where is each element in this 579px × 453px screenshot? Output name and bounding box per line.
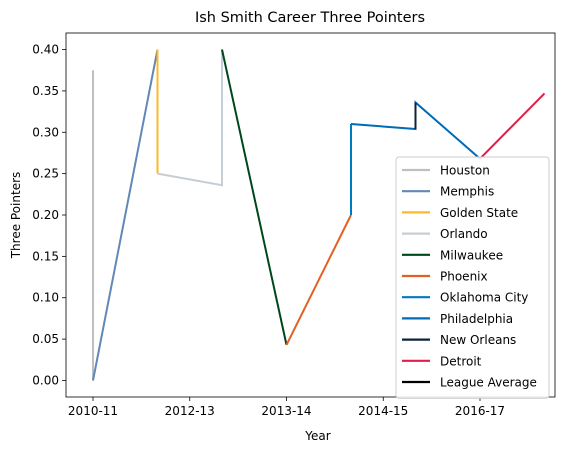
y-axis: 0.00 0.05 0.10 0.15 0.20 0.25 0.30 0.35 0.40 bbox=[32, 43, 66, 387]
series-line-3 bbox=[157, 49, 223, 187]
legend-label: Oklahoma City bbox=[440, 291, 528, 305]
legend-label: Memphis bbox=[440, 185, 494, 199]
y-tick-label: 0.35 bbox=[32, 84, 59, 98]
x-tick-label: 2012-13 bbox=[165, 404, 215, 418]
y-tick-label: 0.15 bbox=[32, 249, 59, 263]
x-tick-label: 2013-14 bbox=[261, 404, 311, 418]
series-lines bbox=[92, 49, 546, 381]
legend-label: Philadelphia bbox=[440, 312, 513, 326]
legend-box bbox=[395, 156, 550, 399]
y-tick-label: 0.05 bbox=[32, 332, 59, 346]
series-line-4 bbox=[221, 49, 288, 346]
legend-label: Orlando bbox=[440, 227, 488, 241]
legend-label: League Average bbox=[440, 376, 537, 390]
y-tick-label: 0.10 bbox=[32, 291, 59, 305]
x-tick-label: 2016-17 bbox=[455, 404, 505, 418]
legend-label: Detroit bbox=[440, 354, 482, 368]
chart-title: Ish Smith Career Three Pointers bbox=[195, 10, 425, 26]
legend-label: Golden State bbox=[440, 206, 518, 220]
y-tick-label: 0.40 bbox=[32, 43, 59, 57]
y-tick-label: 0.25 bbox=[32, 167, 59, 181]
y-tick-label: 0.20 bbox=[32, 208, 59, 222]
y-tick-label: 0.30 bbox=[32, 125, 59, 139]
x-axis: 2010-11 2012-13 2013-14 2014-15 2016-17 bbox=[68, 397, 505, 418]
legend-label: Houston bbox=[440, 164, 490, 178]
series-line-9 bbox=[479, 92, 546, 160]
y-axis-title: Three Pointers bbox=[9, 172, 23, 260]
legend-label: Phoenix bbox=[440, 270, 488, 284]
legend-label: New Orleans bbox=[440, 333, 516, 347]
legend: Houston Memphis Golden State Orlando Milwauk… bbox=[395, 156, 550, 399]
series-line-5 bbox=[285, 214, 352, 346]
legend-label: Milwaukee bbox=[440, 248, 503, 262]
x-tick-label: 2014-15 bbox=[358, 404, 408, 418]
series-line-1 bbox=[92, 49, 159, 381]
y-tick-label: 0.00 bbox=[32, 373, 59, 387]
x-tick-label: 2010-11 bbox=[68, 404, 118, 418]
x-axis-title: Year bbox=[304, 429, 330, 443]
